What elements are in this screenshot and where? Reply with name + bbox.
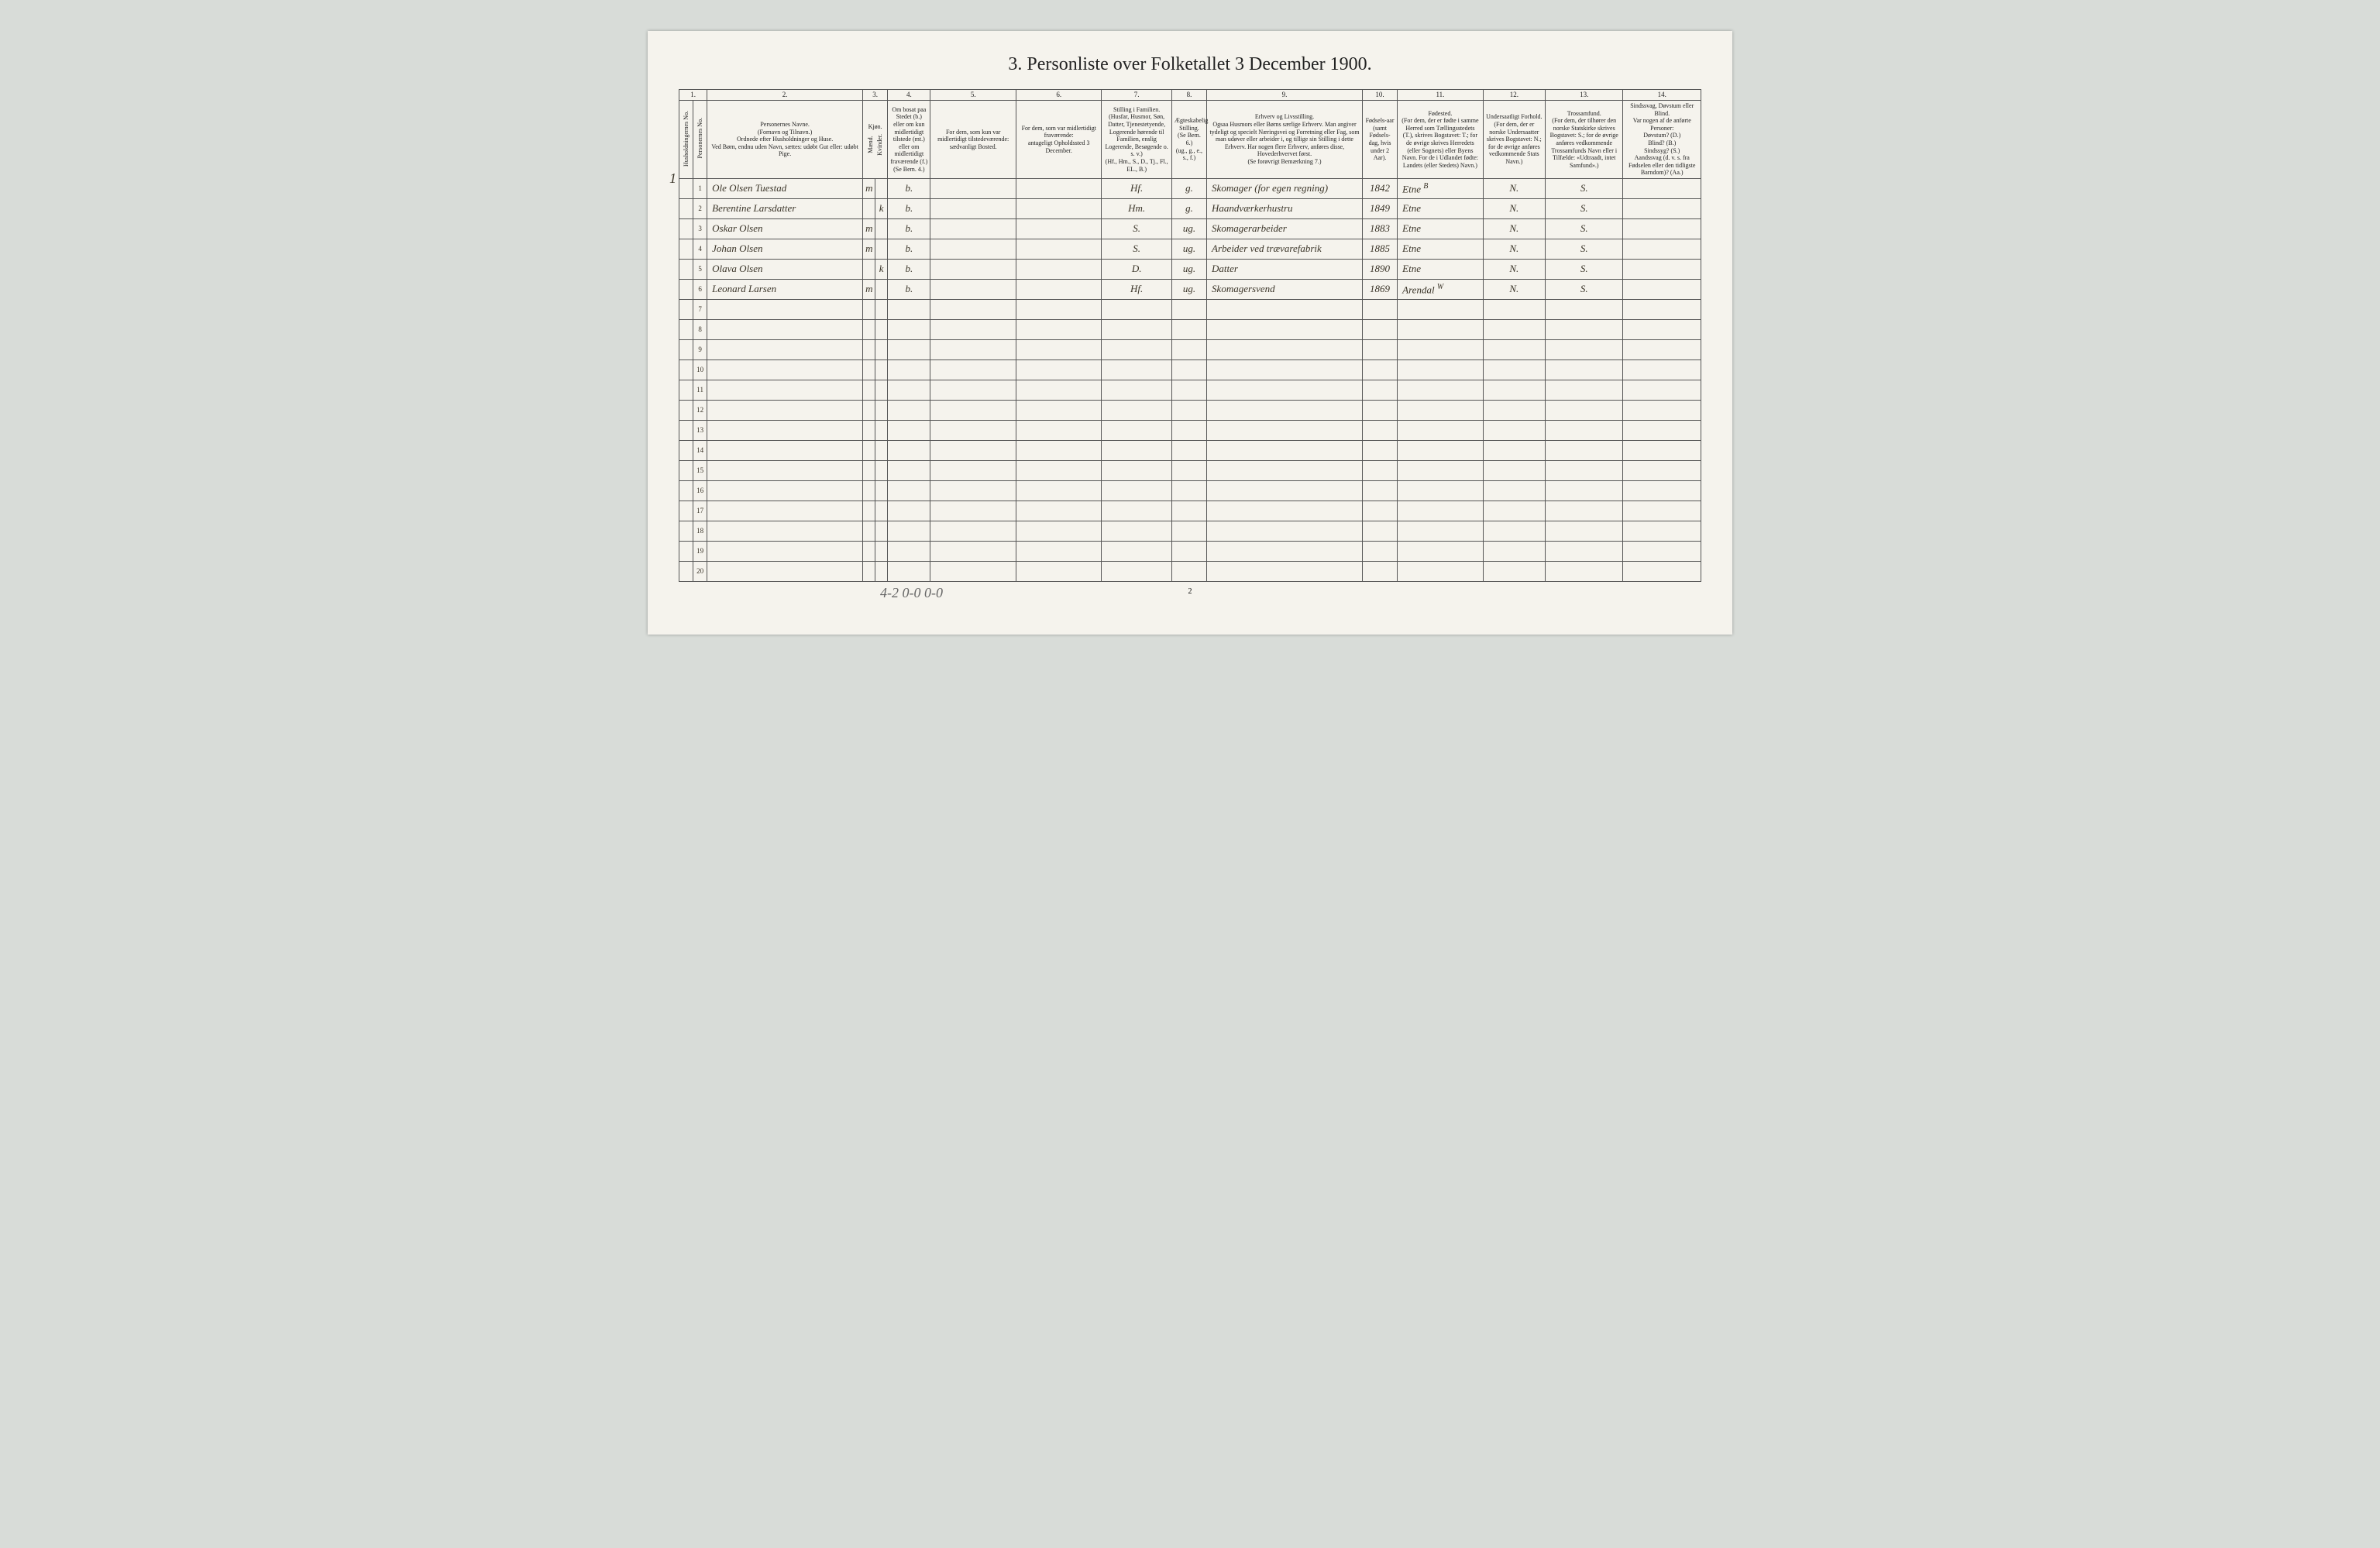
table-row: 6Leonard Larsenmb.Hf.ug.Skomagersvend186…: [679, 279, 1701, 299]
col-family-pos: Stilling i Familien. (Husfar, Husmor, Sø…: [1102, 101, 1171, 179]
form-title: 3. Personliste over Folketallet 3 Decemb…: [679, 54, 1701, 75]
col-birthplace: Fødested. (For dem, der er fødte i samme…: [1398, 101, 1484, 179]
table-row: 11: [679, 380, 1701, 400]
table-row: 10: [679, 359, 1701, 380]
table-header: 1.2.3.4.5.6.7.8.9.10.11.12.13.14. Hushol…: [679, 90, 1701, 179]
table-row: 18: [679, 521, 1701, 541]
col-names: Personernes Navne. (Fornavn og Tilnavn.)…: [707, 101, 863, 179]
col-temp-absent: For dem, som var midlertidigt fraværende…: [1016, 101, 1102, 179]
census-table: 1.2.3.4.5.6.7.8.9.10.11.12.13.14. Hushol…: [679, 89, 1701, 582]
table-row: 12: [679, 400, 1701, 420]
table-row: 16: [679, 480, 1701, 501]
col-religion: Trossamfund. (For dem, der tilhører den …: [1546, 101, 1623, 179]
page-number: 2: [679, 587, 1701, 596]
table-row: 3Oskar Olsenmb.S.ug.Skomagerarbeider1883…: [679, 218, 1701, 239]
table-row: 2Berentine Larsdatterkb.Hm.g.Haandværker…: [679, 198, 1701, 218]
col-sex: Kjøn. Mænd. Kvinder.: [863, 101, 888, 179]
col-household-no: Husholdningernes No.: [679, 101, 693, 179]
table-body: 1Ole Olsen Tuestadmb.Hf.g.Skomager (for …: [679, 178, 1701, 581]
table-row: 20: [679, 561, 1701, 581]
col-nationality: Undersaatligt Forhold. (For dem, der er …: [1483, 101, 1545, 179]
table-row: 17: [679, 501, 1701, 521]
col-occupation: Erhverv og Livsstilling. Ogsaa Husmors e…: [1207, 101, 1363, 179]
table-row: 5Olava Olsenkb.D.ug.Datter1890EtneN.S.: [679, 259, 1701, 279]
col-birth-year: Fødsels-aar (samt Fødsels-dag, hvis unde…: [1362, 101, 1397, 179]
table-row: 9: [679, 339, 1701, 359]
table-row: 8: [679, 319, 1701, 339]
col-marital: Ægteskabelig Stilling. (Se Bem. 6.) (ug.…: [1171, 101, 1206, 179]
table-row: 4Johan Olsenmb.S.ug.Arbeider ved trævare…: [679, 239, 1701, 259]
table-row: 7: [679, 299, 1701, 319]
table-row: 1Ole Olsen Tuestadmb.Hf.g.Skomager (for …: [679, 178, 1701, 198]
col-temp-present: For dem, som kun var midlertidigt tilste…: [930, 101, 1016, 179]
table-row: 13: [679, 420, 1701, 440]
table-row: 14: [679, 440, 1701, 460]
col-residence: Om bosat paa Stedet (b.) eller om kun mi…: [888, 101, 930, 179]
table-row: 19: [679, 541, 1701, 561]
table-row: 15: [679, 460, 1701, 480]
household-number: 1: [669, 170, 676, 187]
col-disability: Sindssvag, Døvstum eller Blind. Var noge…: [1623, 101, 1701, 179]
col-person-no: Personernes No.: [693, 101, 707, 179]
census-form-page: 1 3. Personliste over Folketallet 3 Dece…: [648, 31, 1732, 635]
